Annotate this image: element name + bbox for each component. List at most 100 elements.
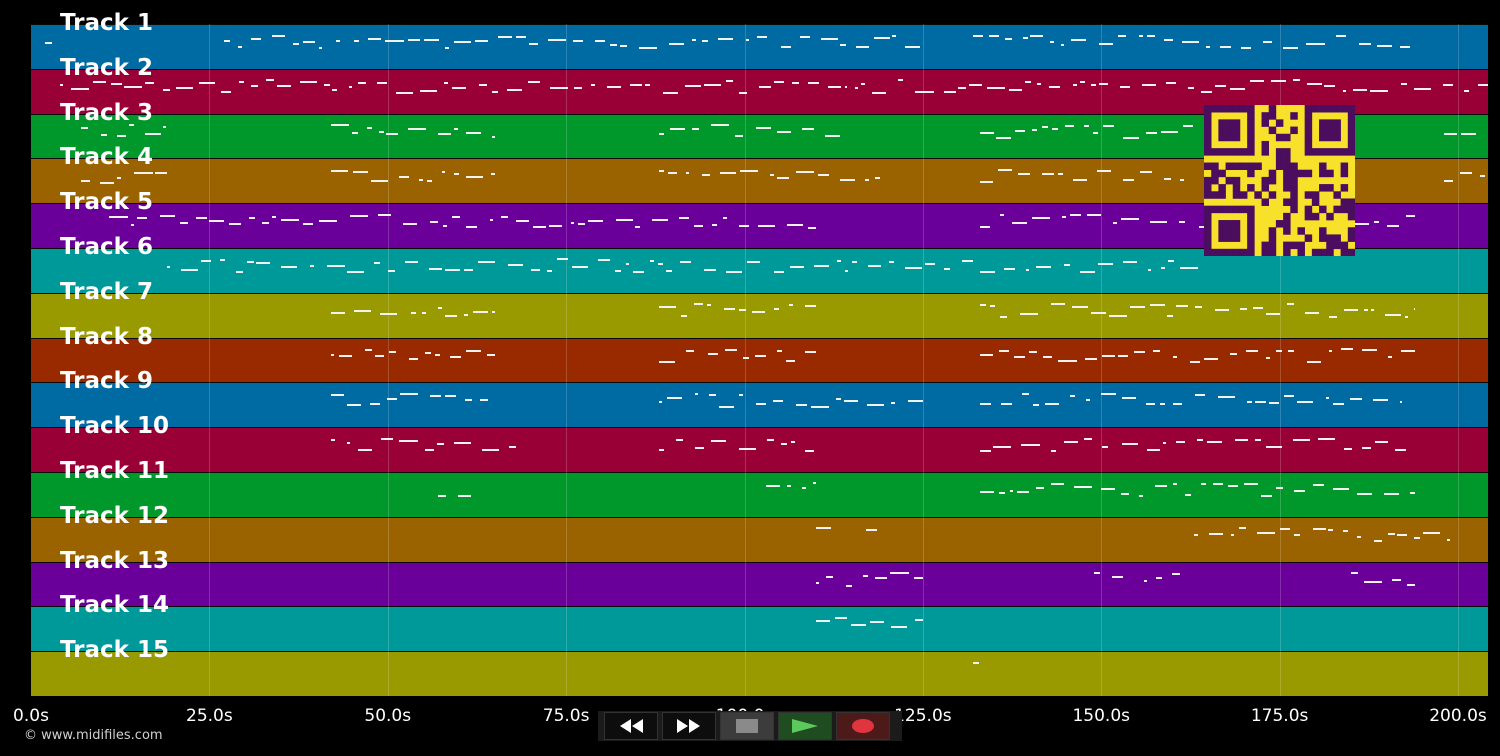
note bbox=[1306, 42, 1325, 45]
note bbox=[424, 449, 435, 452]
track-label: Track 8 bbox=[60, 323, 153, 350]
note bbox=[1111, 575, 1123, 578]
note bbox=[1000, 403, 1012, 406]
track-lane[interactable] bbox=[31, 472, 1488, 517]
note bbox=[739, 393, 743, 396]
track-lane[interactable] bbox=[31, 606, 1488, 652]
note bbox=[669, 42, 684, 45]
note bbox=[80, 180, 91, 183]
track-lane[interactable] bbox=[31, 24, 1488, 69]
note bbox=[292, 43, 300, 46]
note bbox=[1292, 79, 1301, 82]
note bbox=[1207, 440, 1223, 443]
note bbox=[547, 270, 553, 273]
note bbox=[116, 135, 126, 138]
note bbox=[1102, 354, 1115, 357]
note bbox=[480, 399, 488, 402]
note bbox=[719, 171, 737, 174]
note bbox=[1423, 531, 1441, 534]
rewind-button[interactable] bbox=[604, 712, 658, 740]
note bbox=[756, 126, 771, 129]
note bbox=[1363, 581, 1383, 584]
note bbox=[891, 626, 907, 629]
note bbox=[70, 87, 90, 90]
note bbox=[839, 179, 855, 182]
note bbox=[1063, 441, 1079, 444]
track-label: Track 11 bbox=[60, 458, 169, 484]
note bbox=[693, 303, 703, 306]
stop-button[interactable] bbox=[720, 712, 774, 740]
note bbox=[1201, 90, 1212, 93]
note bbox=[1205, 46, 1211, 49]
note bbox=[1069, 395, 1075, 398]
note bbox=[765, 484, 780, 487]
note bbox=[347, 404, 361, 406]
note bbox=[246, 261, 255, 264]
note bbox=[805, 350, 816, 353]
note bbox=[507, 88, 523, 91]
note bbox=[479, 83, 487, 86]
note bbox=[110, 83, 122, 86]
note bbox=[825, 135, 840, 138]
play-button[interactable] bbox=[778, 712, 832, 740]
note bbox=[407, 127, 426, 130]
note bbox=[442, 225, 448, 228]
track-lane[interactable] bbox=[31, 292, 1488, 338]
note bbox=[1004, 267, 1015, 270]
note bbox=[979, 225, 991, 228]
note bbox=[1443, 179, 1453, 182]
note bbox=[651, 218, 668, 221]
note bbox=[1019, 313, 1039, 316]
copyright-text: © www.midifiles.com bbox=[24, 728, 163, 743]
note bbox=[658, 361, 675, 364]
note bbox=[854, 87, 858, 90]
note bbox=[787, 223, 803, 226]
note bbox=[463, 268, 473, 271]
note bbox=[1117, 35, 1127, 38]
note bbox=[1129, 305, 1146, 308]
track-lane[interactable] bbox=[31, 651, 1488, 696]
note bbox=[855, 45, 869, 48]
time-tick-label: 125.0s bbox=[894, 706, 952, 726]
record-button[interactable] bbox=[836, 712, 890, 740]
note bbox=[347, 270, 364, 273]
note bbox=[128, 124, 134, 127]
note bbox=[351, 131, 358, 134]
fast-forward-button[interactable] bbox=[662, 712, 716, 740]
note bbox=[1103, 124, 1115, 127]
note bbox=[533, 226, 547, 229]
note bbox=[1172, 483, 1178, 486]
note bbox=[1400, 400, 1402, 403]
track-lane[interactable] bbox=[31, 337, 1488, 383]
note bbox=[723, 308, 735, 311]
note bbox=[1260, 495, 1272, 498]
note bbox=[662, 91, 678, 94]
note bbox=[453, 128, 459, 131]
track-lane[interactable] bbox=[31, 561, 1488, 607]
track-lane[interactable] bbox=[31, 427, 1488, 472]
track-lane[interactable] bbox=[31, 516, 1488, 562]
note bbox=[694, 393, 699, 396]
note bbox=[59, 84, 64, 87]
note bbox=[745, 39, 749, 42]
note bbox=[1134, 351, 1146, 354]
note bbox=[1144, 579, 1147, 582]
note bbox=[754, 355, 766, 358]
note bbox=[685, 171, 689, 174]
note bbox=[445, 268, 461, 271]
note bbox=[811, 405, 829, 408]
note bbox=[1343, 89, 1347, 92]
note bbox=[516, 35, 527, 38]
note bbox=[846, 584, 852, 587]
note bbox=[890, 402, 896, 405]
note bbox=[1042, 172, 1055, 175]
note bbox=[427, 179, 433, 182]
note bbox=[658, 449, 664, 452]
note bbox=[396, 91, 414, 94]
note bbox=[597, 259, 610, 262]
note bbox=[1098, 42, 1113, 45]
note bbox=[1200, 482, 1206, 485]
note bbox=[276, 85, 292, 88]
note bbox=[972, 35, 984, 37]
note bbox=[685, 350, 695, 353]
